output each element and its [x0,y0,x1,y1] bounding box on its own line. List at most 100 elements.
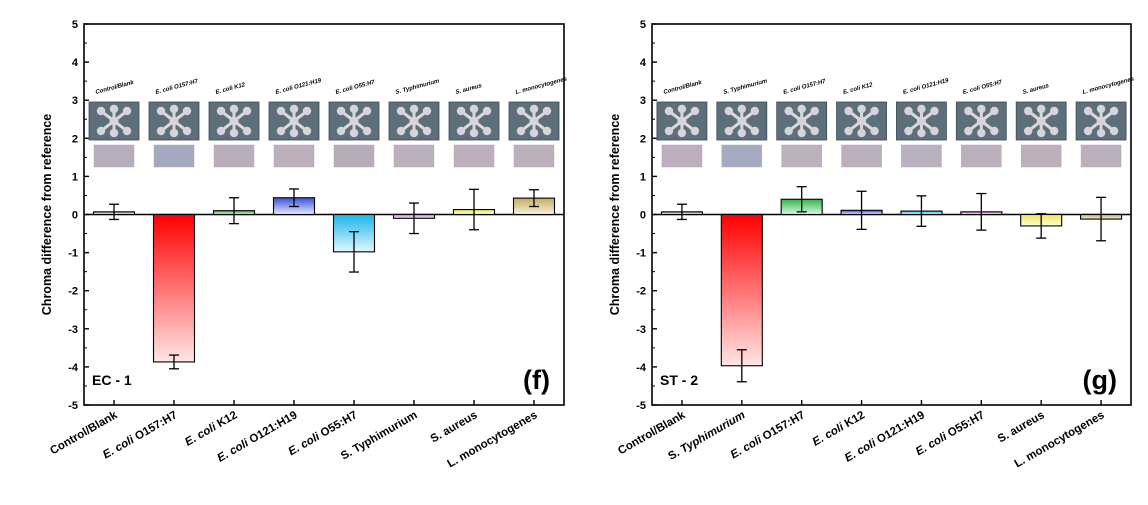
device-well [724,106,734,116]
device-well [664,106,674,116]
device-well [1096,104,1106,114]
device-well [336,126,346,136]
device-center-well [976,116,986,126]
image-label: S. Typhimurium [723,78,769,96]
device-well [1049,126,1059,136]
bar-e-coli-o157-h7 [152,213,196,363]
device-well [529,104,539,114]
color-swatch [93,144,135,168]
x-tick-label-part: O121:H19 [872,409,927,448]
device-well [810,106,819,116]
y-tick-label: 3 [640,95,646,107]
color-swatch [453,144,495,168]
device-image [448,101,500,141]
device-well [930,106,939,116]
device-well [156,126,166,136]
device-well [216,106,226,116]
y-tick-label: 5 [640,19,646,31]
image-label: E. coli O157:H7 [783,79,827,96]
color-swatch [273,144,315,168]
device-well [542,106,552,116]
device-well [750,126,760,136]
device-well [336,106,346,116]
image-label: Control/Blank [95,80,135,96]
device-well [96,106,106,116]
device-well [516,126,526,136]
x-tick-label: E. coli K12 [183,409,239,448]
panel-g: -5 -4 -3 -2 -1 0 1 2 3 4 5 Chroma difference from r… [608,19,1135,470]
device-well [456,106,466,116]
device-well [857,104,866,114]
bar-s-typhimurium [720,213,763,367]
device-center-well [737,116,747,126]
device-well [677,128,687,138]
color-swatch [393,144,435,168]
color-swatch [841,144,882,168]
device-well [362,126,372,136]
panel-f: -5 -4 -3 -2 -1 0 1 2 3 4 5 Chroma difference from r… [40,19,568,470]
device-image [1075,101,1127,141]
device-well [857,128,866,138]
y-tick-label: 3 [72,95,78,107]
y-tick-label: -5 [636,400,646,412]
image-label: E. coli O157:H7 [155,79,199,96]
image-label: E. coli K12 [215,82,247,96]
device-center-well [1096,116,1106,126]
device-well [724,126,734,136]
device-well [409,104,419,114]
x-tick-label-part: O121:H19 [245,409,300,448]
device-center-well [529,116,539,126]
device-image [836,101,887,141]
device-well [396,106,406,116]
x-tick-label-part: O55:H7 [943,409,987,441]
y-tick-label: -2 [68,286,78,298]
device-well [302,106,312,116]
device-well [422,126,432,136]
device-well [242,126,252,136]
color-swatch [1020,144,1062,168]
device-well [529,128,539,138]
device-well [870,106,879,116]
device-well [289,128,299,138]
device-well [964,106,973,116]
device-image [896,101,947,141]
device-center-well [169,116,179,126]
color-swatch [1080,144,1122,168]
device-well [737,128,747,138]
device-well [182,126,192,136]
device-well [276,106,286,116]
device-center-well [229,116,239,126]
image-label: E. coli K12 [843,82,875,96]
y-tick-label: -5 [68,400,78,412]
device-well [1096,128,1106,138]
y-axis-label: Chroma difference from reference [40,114,54,316]
image-label: S. Typhimurium [395,78,441,96]
image-label: S. aureus [455,83,483,96]
device-image [955,101,1007,141]
x-tick-label: S. aureus [429,409,480,445]
color-swatch [513,144,555,168]
device-well [690,106,700,116]
device-well [542,126,552,136]
device-well [690,126,700,136]
image-label: E. coli O121:H19 [902,78,950,96]
device-center-well [349,116,359,126]
device-well [1036,104,1046,114]
sample-label: ST - 2 [660,372,698,388]
device-well [1109,106,1119,116]
sample-label: EC - 1 [92,372,132,388]
device-well [917,104,926,114]
image-label: S. aureus [1022,83,1050,96]
device-well [396,126,406,136]
device-center-well [109,116,119,126]
y-tick-label: 0 [640,210,646,222]
device-well [844,126,853,136]
device-well [469,104,479,114]
color-swatch [333,144,375,168]
y-tick-label: 1 [640,171,646,183]
device-well [289,104,299,114]
device-well [1109,126,1119,136]
device-well [409,128,419,138]
